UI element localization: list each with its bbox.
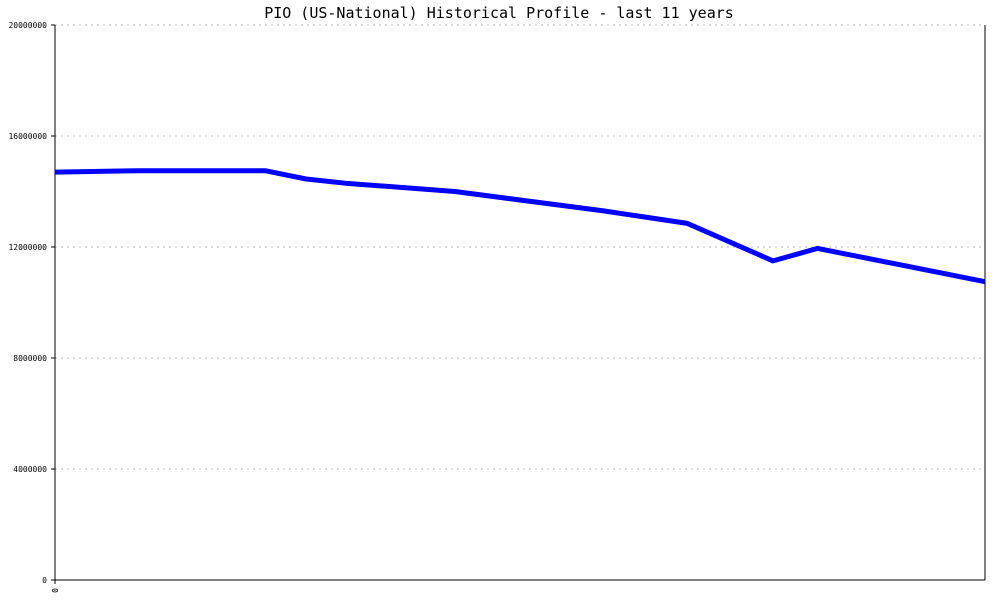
grid-lines [55, 24, 985, 470]
y-tick-label: 20000000 [8, 21, 47, 30]
y-tick-label: 0 [42, 576, 47, 585]
x-tick-label: 0 [51, 588, 60, 593]
chart-title: PIO (US-National) Historical Profile - l… [264, 4, 734, 22]
series-group [54, 168, 986, 285]
y-tick-label: 16000000 [8, 132, 47, 141]
series-line [54, 168, 986, 285]
tick-labels: 0 4000000 8000000 12000000 16000000 20000000 0 [8, 21, 60, 593]
y-tick-label: 12000000 [8, 243, 47, 252]
y-tick-label: 8000000 [13, 354, 47, 363]
axes [54, 25, 986, 581]
y-tick-label: 4000000 [13, 465, 47, 474]
